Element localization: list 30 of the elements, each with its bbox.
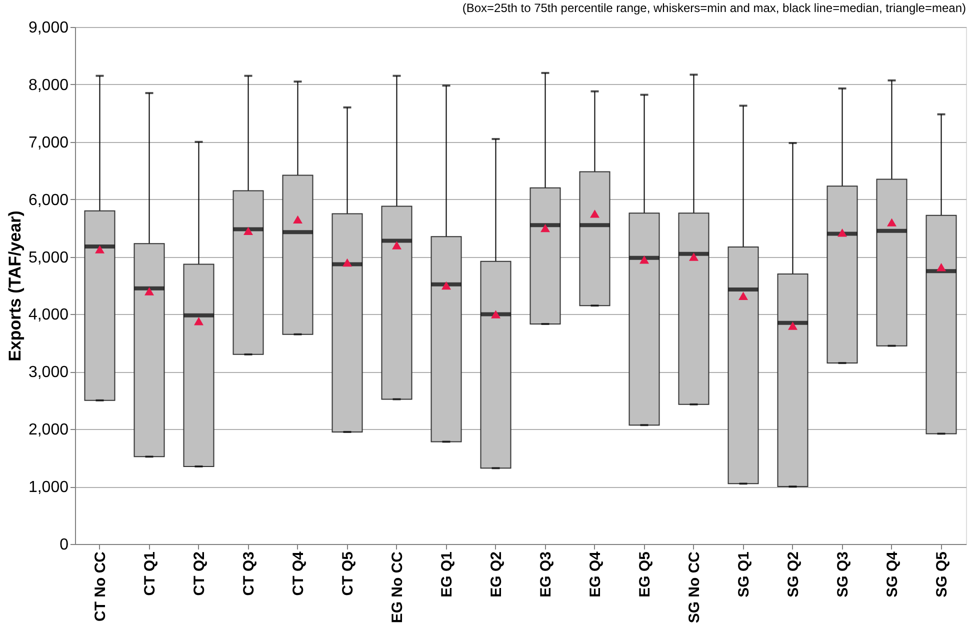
x-tick-label: EG Q1 [438,552,456,598]
chart-title: (Box=25th to 75th percentile range, whiskers=min and max, black line=median, triangle=mean) [462,1,966,15]
y-axis-title: Exports (TAF/year) [5,210,24,362]
x-tick-label: SG Q1 [735,552,752,598]
y-tick-label: 2,000 [28,422,69,439]
x-tick-label: EG Q2 [488,552,505,598]
y-tick-label: 3,000 [28,364,69,382]
x-tick-label: CT Q1 [141,552,158,596]
x-tick-label: CT Q3 [240,552,258,596]
x-tick-label: CT Q2 [190,552,208,596]
y-tick-label: 6,000 [28,192,69,209]
y-tick-label: 8,000 [28,76,69,94]
x-tick-label: SG No CC [686,551,703,624]
x-tick-label: SG Q2 [784,552,802,598]
y-tick-label: 1,000 [28,479,69,496]
x-tick-label: SG Q5 [933,552,950,598]
y-tick-label: 9,000 [28,20,69,36]
x-tick-label: SG Q4 [884,550,901,598]
x-tick-label: EG Q5 [636,552,654,598]
x-tick-label: EG Q3 [537,552,554,598]
x-tick-label: EG Q4 [586,550,604,598]
x-tick-label: CT Q5 [339,552,356,596]
y-tick-label: 7,000 [28,134,69,152]
x-tick-label: SG Q3 [834,552,852,598]
x-tick-label: CT No CC [92,551,109,622]
y-tick-label: 0 [60,536,69,554]
y-tick-label: 5,000 [28,249,69,266]
y-tick-label: 4,000 [28,306,69,324]
x-tick-label: EG No CC [388,551,406,624]
x-tick-label: CT Q4 [290,550,307,596]
